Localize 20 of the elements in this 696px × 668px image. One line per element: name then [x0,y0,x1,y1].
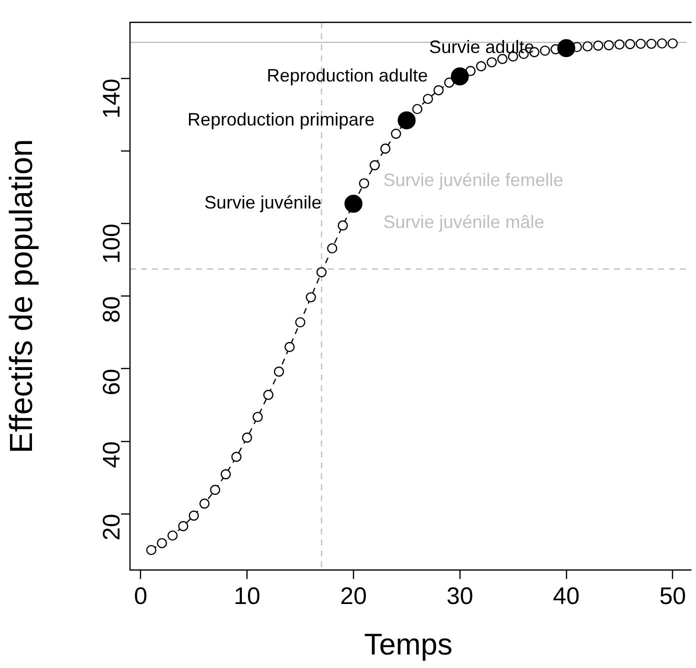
annotation: Survie adulte [429,37,534,58]
y-tick-label: 40 [98,441,126,468]
annotation: Survie juvénile mâle [383,212,544,232]
y-axis-title: Effectifs de population [3,139,40,454]
x-tick-label: 40 [552,583,580,610]
annotation: Reproduction adulte [266,65,428,86]
x-tick-label: 10 [234,583,260,610]
y-tick-label: 20 [98,514,126,540]
x-tick-label: 50 [659,583,686,610]
y-tick-label: 140 [98,78,126,119]
annotation: Survie juvénile femelle [383,170,564,190]
x-axis-title: Temps [364,628,452,662]
y-tick-label: 100 [98,224,126,264]
x-tick-label: 20 [340,583,367,610]
x-tick-label: 0 [134,583,148,610]
x-tick-label: 30 [446,583,474,610]
y-tick-label: 80 [98,296,126,323]
y-tick-label: 60 [98,368,126,396]
annotation: Reproduction primipare [188,109,375,130]
annotation: Survie juvénile [204,192,322,213]
